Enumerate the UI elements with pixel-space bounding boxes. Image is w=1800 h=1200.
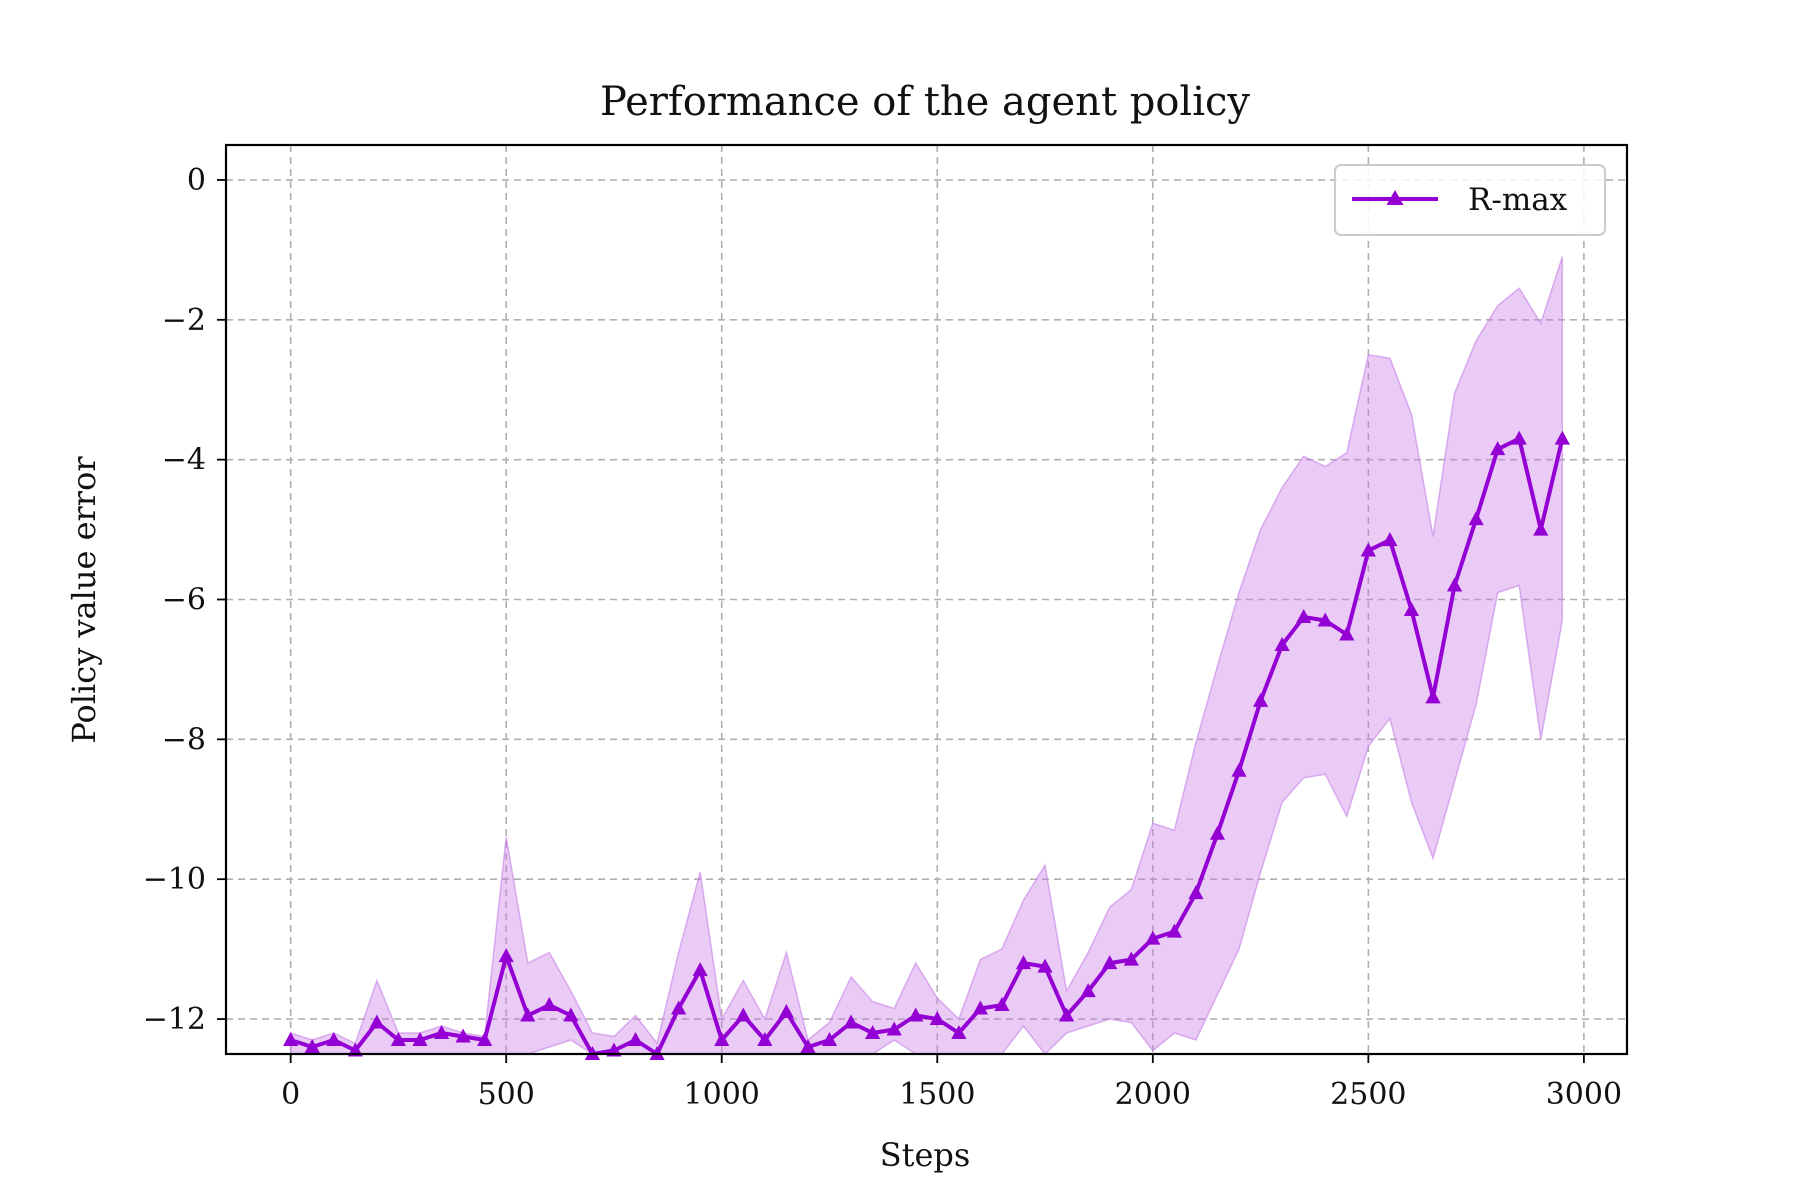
data-point-marker: [800, 1039, 816, 1054]
data-point-marker: [326, 1032, 342, 1047]
data-point-marker: [1403, 601, 1420, 616]
legend-marker-swatch: [1386, 190, 1404, 205]
data-point-marker: [1188, 885, 1204, 900]
data-point-marker: [541, 997, 557, 1012]
data-point-marker: [1296, 608, 1312, 623]
data-point-marker: [1252, 692, 1269, 707]
y-tick-label: −10: [143, 862, 206, 897]
data-point-marker: [671, 1000, 687, 1015]
grid: [226, 145, 1627, 1054]
data-point-marker: [304, 1039, 320, 1054]
data-point-marker: [951, 1025, 967, 1040]
chart-title: Performance of the agent policy: [600, 79, 1250, 125]
data-point-marker: [1037, 958, 1053, 973]
x-tick-label: 500: [478, 1077, 535, 1112]
y-tick-label: −2: [162, 303, 206, 338]
data-point-marker: [477, 1032, 493, 1047]
data-point-marker: [520, 1007, 536, 1022]
data-point-marker: [1339, 626, 1355, 641]
x-tick-label: 2000: [1115, 1077, 1191, 1112]
data-point-marker: [1145, 930, 1161, 945]
data-point-marker: [1382, 532, 1398, 547]
data-point-marker: [1490, 441, 1506, 456]
data-point-marker: [1166, 923, 1182, 938]
data-point-marker: [1511, 430, 1527, 445]
data-point-marker: [1080, 983, 1096, 998]
legend: R-max: [1334, 164, 1606, 236]
data-point-marker: [692, 962, 708, 977]
data-point-marker: [1274, 636, 1290, 651]
data-point-marker: [412, 1032, 428, 1047]
y-axis-title: Policy value error: [65, 456, 103, 744]
data-point-marker: [1231, 762, 1247, 777]
data-point-marker: [1015, 955, 1032, 970]
x-tick-label: 3000: [1546, 1077, 1622, 1112]
y-tick-label: 0: [187, 163, 206, 198]
data-point-marker: [821, 1032, 838, 1047]
x-tick-label: 2500: [1330, 1077, 1406, 1112]
data-point-marker: [1102, 955, 1118, 970]
data-point-marker: [994, 997, 1010, 1012]
data-point-marker: [865, 1025, 881, 1040]
x-axis-ticks: 0 500 1000 1500 2000 2500 3000: [281, 1054, 1622, 1112]
data-point-marker: [1425, 689, 1441, 704]
data-point-marker: [929, 1011, 945, 1026]
data-point-marker: [908, 1007, 924, 1022]
series-line: [290, 436, 1565, 1056]
x-tick-label: 1500: [899, 1077, 975, 1112]
data-point-marker: [757, 1032, 773, 1047]
data-point-marker: [1554, 430, 1570, 445]
data-point-marker: [498, 948, 514, 963]
data-point-marker: [714, 1032, 730, 1047]
data-point-marker: [1446, 577, 1463, 592]
data-point-marker: [843, 1014, 859, 1029]
data-point-marker: [1059, 1007, 1075, 1022]
x-axis-title: Steps: [880, 1136, 971, 1174]
series-markers: [283, 430, 1570, 1060]
y-tick-label: −4: [162, 443, 206, 478]
y-tick-label: −8: [162, 722, 206, 757]
data-point-marker: [1317, 612, 1333, 627]
data-point-marker: [369, 1014, 385, 1029]
x-tick-label: 1000: [684, 1077, 760, 1112]
y-tick-label: −12: [143, 1002, 206, 1037]
data-point-marker: [886, 1021, 902, 1036]
legend-box: [1334, 164, 1606, 236]
data-point-marker: [1533, 521, 1549, 536]
data-point-marker: [283, 1032, 299, 1047]
data-point-marker: [735, 1007, 751, 1022]
data-point-marker: [778, 1004, 794, 1019]
series-line-layer: [290, 436, 1565, 1056]
data-point-marker: [563, 1007, 579, 1022]
y-axis-ticks: 0 −2 −4 −6 −8 −10 −12: [143, 163, 226, 1037]
data-point-marker: [972, 1000, 988, 1015]
x-tick-label: 0: [281, 1077, 300, 1112]
data-point-marker: [1360, 542, 1376, 557]
legend-label: R-max: [1468, 182, 1568, 218]
data-point-marker: [390, 1032, 407, 1047]
data-point-marker: [1209, 825, 1226, 840]
data-point-marker: [1468, 511, 1484, 526]
data-point-marker: [627, 1032, 644, 1047]
data-point-marker: [433, 1025, 450, 1040]
data-point-marker: [455, 1028, 471, 1043]
data-point-marker: [1123, 951, 1139, 966]
y-tick-label: −6: [162, 583, 206, 618]
